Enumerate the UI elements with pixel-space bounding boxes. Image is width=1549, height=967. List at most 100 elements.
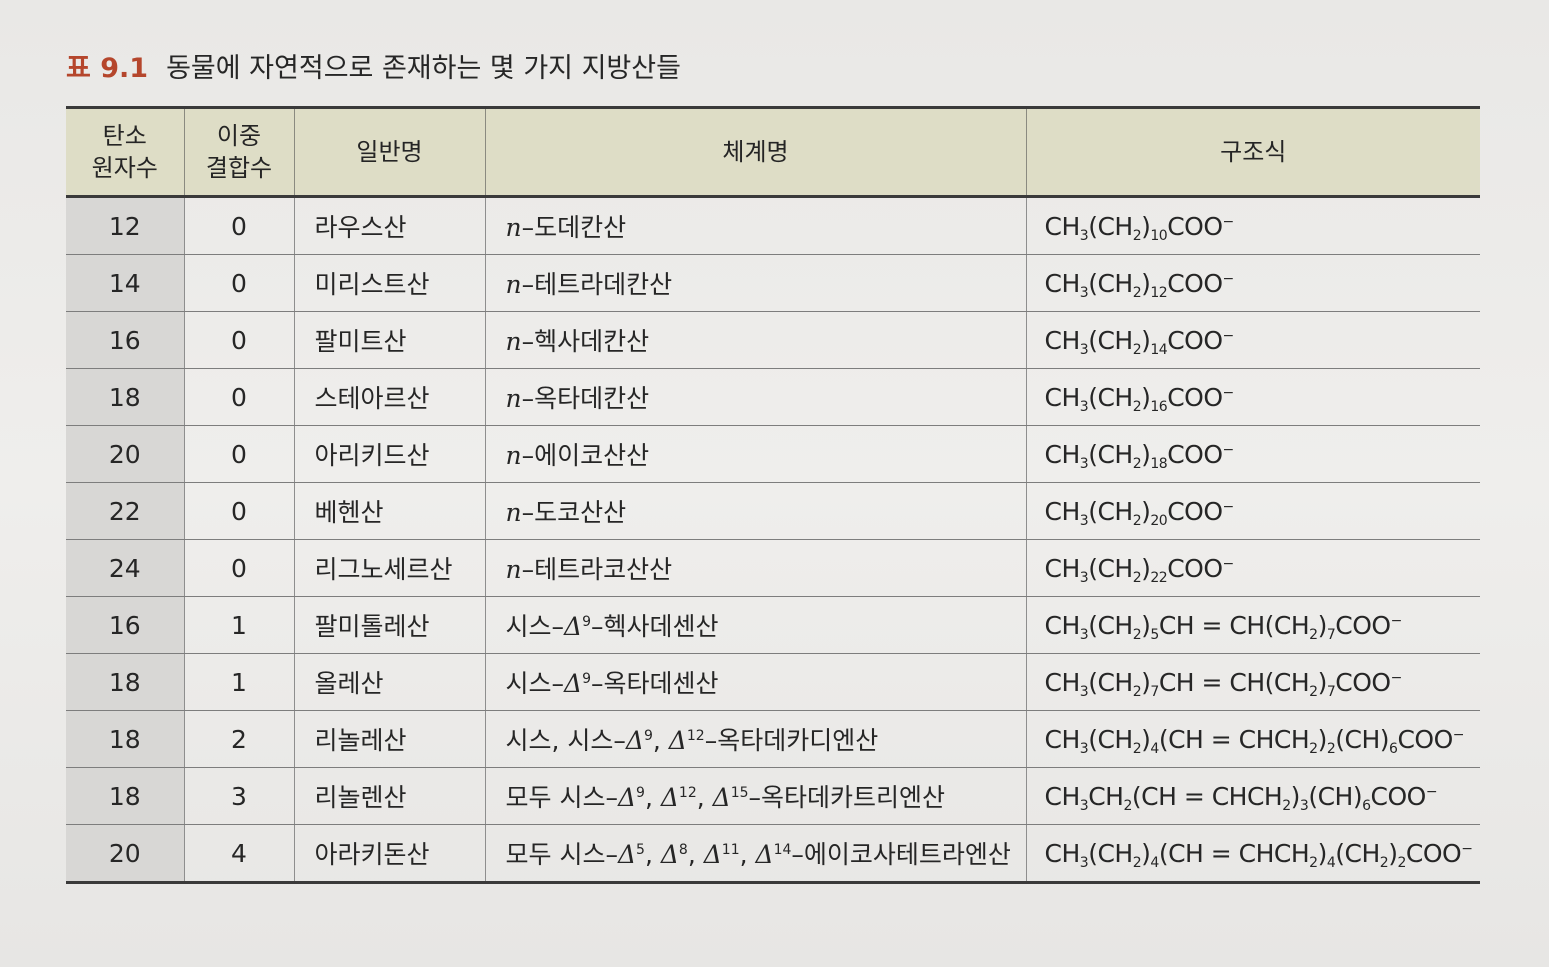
table-row: 18 0 스테아르산 n–옥타데칸산 CH3(CH2)16COO−	[66, 368, 1480, 426]
text-segment: CH	[1044, 553, 1081, 583]
text-segment: ,	[652, 726, 669, 755]
text-segment: COO	[1167, 553, 1223, 583]
common-name-cell: 아리키드산	[294, 425, 486, 483]
systematic-name-cell: n–헥사데칸산	[485, 311, 1027, 369]
text-segment: COO	[1335, 667, 1391, 697]
text-segment: )	[1141, 211, 1151, 241]
subscript: 2	[1132, 683, 1142, 700]
carbon-count-cell: 12	[66, 196, 185, 255]
carbon-count-cell: 18	[66, 368, 185, 426]
italic-symbol: n	[505, 498, 522, 527]
common-name-cell: 베헨산	[294, 482, 486, 540]
header-carbons: 탄소 원자수	[66, 107, 185, 198]
italic-symbol: Δ	[755, 840, 774, 869]
text-segment: –에이코산산	[521, 441, 650, 470]
text-segment: CH = CH(CH	[1158, 610, 1310, 640]
superscript: 14	[773, 842, 792, 858]
text-segment: )	[1317, 838, 1328, 868]
double-bond-count-cell: 0	[184, 254, 295, 312]
systematic-name-cell: n–테트라데칸산	[485, 254, 1027, 312]
header-common-name: 일반명	[294, 107, 486, 198]
subscript: 2	[1309, 683, 1318, 700]
subscript: 2	[1132, 740, 1142, 757]
superscript: −	[1390, 612, 1403, 629]
text-segment: )	[1388, 838, 1398, 868]
subscript: 7	[1150, 683, 1159, 700]
table-row: 22 0 베헨산 n–도코산산 CH3(CH2)20COO−	[66, 482, 1480, 540]
text-segment: –옥타데센산	[591, 669, 719, 698]
subscript: 5	[1150, 626, 1159, 643]
structural-formula-cell: CH3CH2(CH = CHCH2)3(CH)6COO−	[1026, 767, 1480, 825]
common-name-cell: 올레산	[294, 653, 486, 711]
table-row: 16 0 팔미트산 n–헥사데칸산 CH3(CH2)14COO−	[66, 311, 1480, 369]
structural-formula-cell: CH3(CH2)16COO−	[1026, 368, 1480, 426]
systematic-name-cell: 모두 시스–Δ5, Δ8, Δ11, Δ14–에이코사테트라엔산	[485, 824, 1027, 883]
carbon-count-cell: 16	[66, 311, 185, 369]
text-segment: –헥사데센산	[591, 612, 719, 641]
superscript: 12	[686, 728, 705, 744]
systematic-name-cell: 시스–Δ9–옥타데센산	[485, 653, 1027, 711]
text-segment: CH	[1044, 211, 1081, 241]
text-segment: )	[1290, 781, 1301, 811]
fatty-acid-table: 탄소 원자수 이중 결합수 일반명 체계명 구조식 12 0 라우스산 n–도데칸산 CH3…	[66, 106, 1480, 884]
subscript: 22	[1150, 569, 1168, 586]
carbon-count-cell: 18	[66, 710, 185, 768]
italic-symbol: n	[505, 213, 522, 242]
text-segment: 모두 시스–	[505, 840, 618, 869]
double-bond-count-cell: 3	[184, 767, 295, 825]
text-segment: –도코산산	[521, 498, 627, 527]
text-segment: 모두 시스–	[505, 783, 618, 812]
text-segment: CH	[1044, 268, 1081, 298]
subscript: 4	[1326, 854, 1336, 871]
text-segment: (CH	[1088, 553, 1133, 583]
subscript: 3	[1079, 512, 1089, 529]
text-segment: COO	[1397, 724, 1453, 754]
text-segment: )	[1141, 667, 1151, 697]
text-segment: COO	[1335, 610, 1391, 640]
text-segment: (CH	[1088, 382, 1133, 412]
text-segment: )	[1141, 382, 1151, 412]
text-segment: 시스–	[505, 612, 565, 641]
italic-symbol: Δ	[660, 840, 679, 869]
subscript: 2	[1309, 626, 1318, 643]
text-segment: CH	[1044, 724, 1081, 754]
text-segment: –헥사데칸산	[521, 327, 650, 356]
common-name-cell: 리놀레산	[294, 710, 486, 768]
text-segment: –테트라데칸산	[521, 270, 673, 299]
double-bond-count-cell: 0	[184, 311, 295, 369]
text-segment: (CH = CHCH	[1158, 838, 1310, 868]
subscript: 3	[1079, 683, 1089, 700]
text-segment: ,	[644, 840, 661, 869]
subscript: 3	[1079, 398, 1089, 415]
text-segment: (CH	[1088, 439, 1133, 469]
italic-symbol: Δ	[712, 783, 731, 812]
text-segment: CH	[1044, 610, 1081, 640]
text-segment: (CH	[1088, 667, 1133, 697]
table-caption: 표 9.1 동물에 자연적으로 존재하는 몇 가지 지방산들	[66, 52, 681, 86]
subscript: 2	[1123, 797, 1132, 814]
subscript: 18	[1150, 455, 1168, 472]
text-segment: –에이코사테트라엔산	[791, 840, 1011, 869]
systematic-name-cell: n–옥타데칸산	[485, 368, 1027, 426]
subscript: 4	[1150, 854, 1159, 871]
text-segment: ,	[644, 783, 661, 812]
superscript: 9	[582, 671, 591, 687]
text-segment: 시스, 시스–	[505, 726, 626, 755]
text-segment: CH	[1044, 325, 1081, 355]
superscript: −	[1222, 384, 1235, 401]
text-segment: COO	[1167, 496, 1223, 526]
subscript: 3	[1079, 227, 1089, 244]
text-segment: CH	[1088, 781, 1124, 811]
double-bond-count-cell: 1	[184, 596, 295, 654]
superscript: −	[1390, 669, 1403, 686]
common-name-cell: 팔미트산	[294, 311, 486, 369]
common-name-cell: 미리스트산	[294, 254, 486, 312]
italic-symbol: Δ	[660, 783, 679, 812]
text-segment: (CH)	[1335, 724, 1390, 754]
subscript: 2	[1132, 512, 1142, 529]
italic-symbol: Δ	[617, 783, 637, 812]
subscript: 2	[1379, 854, 1389, 871]
text-segment: )	[1317, 667, 1328, 697]
subscript: 3	[1079, 341, 1089, 358]
carbon-count-cell: 22	[66, 482, 185, 540]
